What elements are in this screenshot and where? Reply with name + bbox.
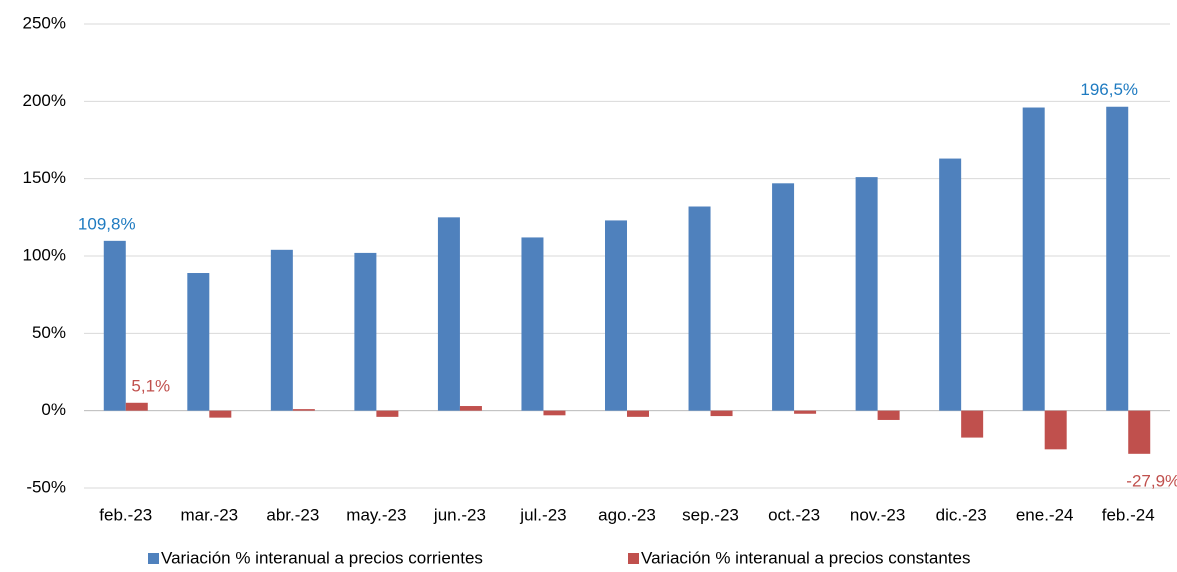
bar (1044, 410, 1067, 450)
bar (543, 410, 566, 416)
legend-label: Variación % interanual a precios constan… (641, 548, 970, 567)
x-tick-label: sep.-23 (682, 505, 739, 524)
y-tick-label: 50% (32, 323, 66, 342)
legend-swatch (628, 553, 639, 564)
bar (103, 240, 126, 411)
bar (627, 410, 649, 417)
bar (437, 217, 460, 411)
x-tick-label: nov.-23 (850, 505, 905, 524)
y-tick-label: 100% (23, 245, 66, 264)
x-tick-label: feb.-23 (99, 505, 152, 524)
bar (209, 410, 232, 418)
bar (688, 206, 711, 411)
bar (187, 273, 210, 411)
value-label: 5,1% (131, 376, 170, 395)
bar (772, 183, 795, 411)
x-tick-label: dic.-23 (936, 505, 987, 524)
x-tick-label: jul.-23 (519, 505, 566, 524)
bar (1128, 410, 1151, 454)
bar (459, 406, 482, 411)
x-tick-label: feb.-24 (1102, 505, 1155, 524)
bar (521, 237, 544, 411)
value-label: 109,8% (78, 214, 136, 233)
bar (125, 402, 148, 411)
y-tick-label: 250% (23, 13, 66, 32)
value-label: 196,5% (1080, 80, 1138, 99)
bar (939, 158, 962, 411)
bar (794, 410, 817, 414)
x-tick-label: ago.-23 (598, 505, 656, 524)
y-tick-label: 150% (23, 168, 66, 187)
bar (1022, 107, 1045, 411)
bar (710, 410, 733, 417)
bar (855, 177, 878, 411)
legend-swatch (148, 553, 159, 564)
value-label: -27,9% (1126, 471, 1177, 490)
x-tick-label: abr.-23 (266, 505, 319, 524)
x-tick-label: jun.-23 (433, 505, 486, 524)
x-tick-label: ene.-24 (1016, 505, 1074, 524)
legend-label: Variación % interanual a precios corrien… (161, 548, 483, 567)
bar (292, 409, 315, 411)
bar (354, 252, 377, 411)
y-tick-label: 200% (23, 91, 66, 110)
x-tick-label: may.-23 (346, 505, 406, 524)
y-tick-label: -50% (26, 477, 66, 496)
bar (605, 220, 627, 411)
x-tick-label: mar.-23 (180, 505, 238, 524)
bar (270, 249, 293, 411)
bar (961, 410, 984, 438)
bar (376, 410, 399, 417)
bar (877, 410, 900, 420)
x-tick-label: oct.-23 (768, 505, 820, 524)
y-tick-label: 0% (41, 400, 66, 419)
bar (1106, 106, 1129, 411)
